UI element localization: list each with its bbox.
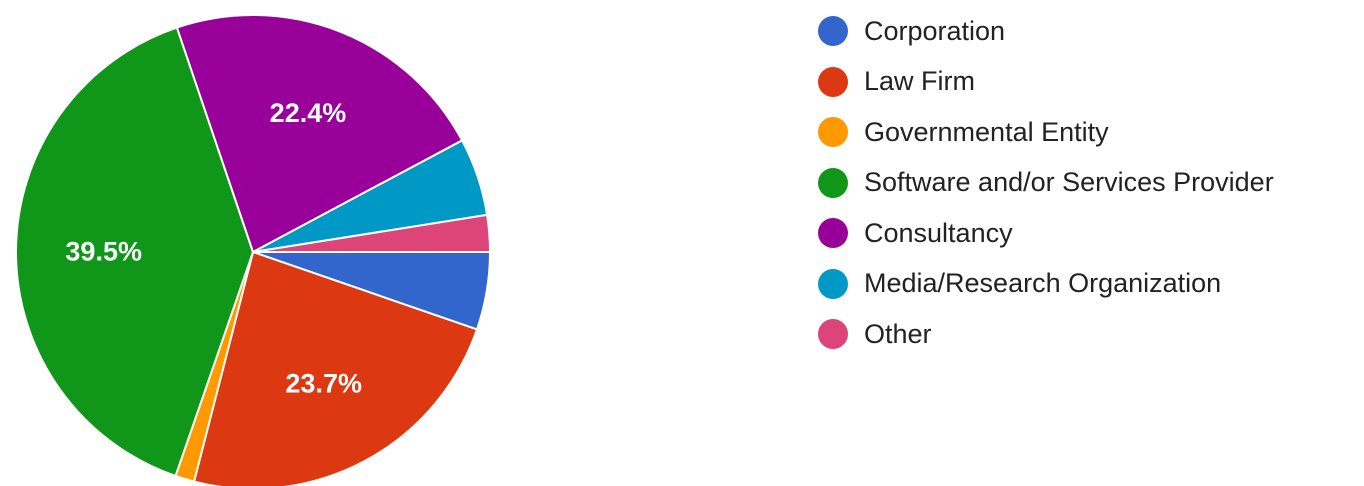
legend-label: Consultancy — [864, 217, 1013, 248]
chart-legend: Corporation Law Firm Governmental Entity So… — [818, 6, 1274, 360]
legend-label: Corporation — [864, 15, 1006, 46]
legend-item: Software and/or Services Provider — [818, 158, 1274, 209]
slice-label-software-and-or-services-provider: 39.5% — [65, 237, 142, 267]
legend-item: Other — [818, 309, 1274, 360]
pie-slice-law-firm — [193, 251, 478, 486]
legend-swatch — [818, 66, 848, 97]
legend-item: Governmental Entity — [818, 107, 1274, 158]
legend-swatch — [818, 218, 848, 249]
legend-label: Media/Research Organization — [864, 268, 1222, 299]
pie-slice-software-and-or-services-provider — [15, 26, 254, 477]
pie-chart: 23.7% 39.5% 22.4% — [0, 0, 520, 486]
legend-label: Governmental Entity — [864, 116, 1109, 147]
slice-label-consultancy: 22.4% — [270, 98, 347, 128]
legend-item: Consultancy — [818, 208, 1274, 259]
legend-label: Other — [864, 318, 932, 349]
legend-swatch — [818, 319, 848, 350]
legend-item: Law Firm — [818, 57, 1274, 108]
legend-swatch — [818, 117, 848, 148]
legend-swatch — [818, 16, 848, 47]
slice-label-law-firm: 23.7% — [285, 369, 362, 399]
legend-label: Software and/or Services Provider — [864, 167, 1274, 198]
pie-slice-other — [252, 213, 491, 253]
pie-slice-consultancy — [175, 14, 464, 253]
legend-item: Media/Research Organization — [818, 259, 1274, 310]
pie-chart-svg: 23.7% 39.5% 22.4% — [15, 14, 491, 486]
legend-item: Corporation — [818, 6, 1274, 57]
legend-swatch — [818, 268, 848, 299]
legend-label: Law Firm — [864, 66, 976, 97]
legend-swatch — [818, 167, 848, 198]
